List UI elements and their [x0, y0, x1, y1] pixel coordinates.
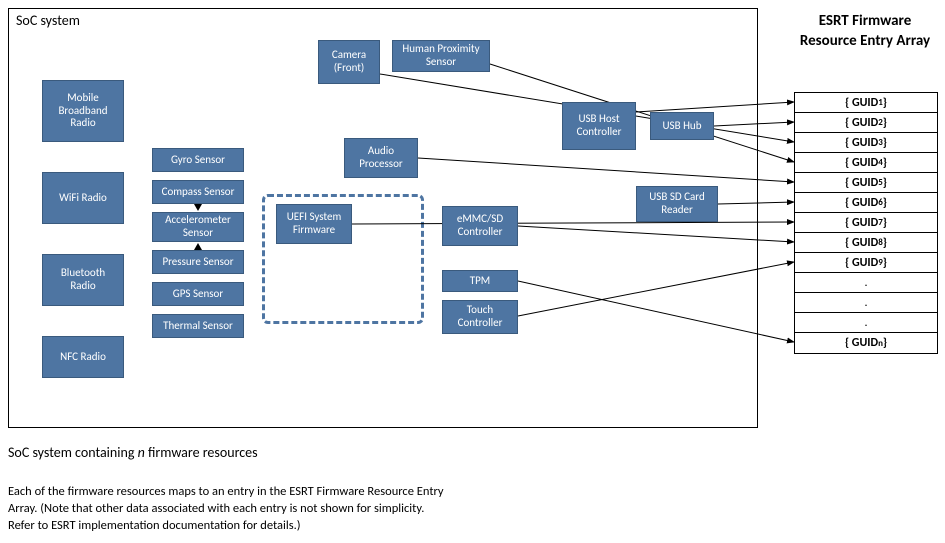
soc-title: SoC system [16, 12, 80, 29]
block-nfc: NFC Radio [42, 336, 124, 378]
block-audio: AudioProcessor [344, 138, 418, 178]
block-compass: Compass Sensor [152, 180, 244, 204]
block-touch: TouchController [442, 300, 518, 334]
guid-row: { GUID1 } [795, 93, 937, 113]
guid-row: { GUID5 } [795, 173, 937, 193]
guid-row: . [795, 273, 937, 293]
guid-row: { GUID3 } [795, 133, 937, 153]
guid-row: { GUID9 } [795, 253, 937, 273]
block-bt: BluetoothRadio [42, 254, 124, 306]
block-accel: AccelerometerSensor [152, 212, 244, 242]
esrt-title: ESRT FirmwareResource Entry Array [790, 12, 940, 51]
block-usbhub: USB Hub [650, 112, 714, 140]
block-thermal: Thermal Sensor [152, 314, 244, 338]
block-pressure: Pressure Sensor [152, 250, 244, 274]
block-usbsd: USB SD CardReader [636, 186, 718, 222]
block-gps: GPS Sensor [152, 282, 244, 306]
guid-row: { GUID7 } [795, 213, 937, 233]
guid-row: . [795, 313, 937, 333]
block-tpm: TPM [442, 270, 518, 292]
diagram-description: Each of the firmware resources maps to a… [8, 484, 444, 535]
guid-row: { GUID2 } [795, 113, 937, 133]
block-uefi: UEFI SystemFirmware [276, 204, 352, 244]
guid-row: { GUID4 } [795, 153, 937, 173]
guid-row: . [795, 293, 937, 313]
guid-table: { GUID1 }{ GUID2 }{ GUID3 }{ GUID4 }{ GU… [794, 92, 938, 354]
guid-row: { GUIDn } [795, 333, 937, 353]
block-emmc: eMMC/SDController [442, 206, 518, 246]
guid-row: { GUID8 } [795, 233, 937, 253]
diagram-caption: SoC system containing n firmware resourc… [8, 444, 258, 461]
block-usbhost: USB HostController [562, 102, 636, 150]
block-proximity: Human ProximitySensor [392, 40, 490, 72]
block-mbb: MobileBroadbandRadio [42, 80, 124, 142]
guid-row: { GUID6 } [795, 193, 937, 213]
block-wifi: WiFi Radio [42, 172, 124, 224]
block-camera: Camera(Front) [318, 40, 380, 84]
block-gyro: Gyro Sensor [152, 148, 244, 172]
